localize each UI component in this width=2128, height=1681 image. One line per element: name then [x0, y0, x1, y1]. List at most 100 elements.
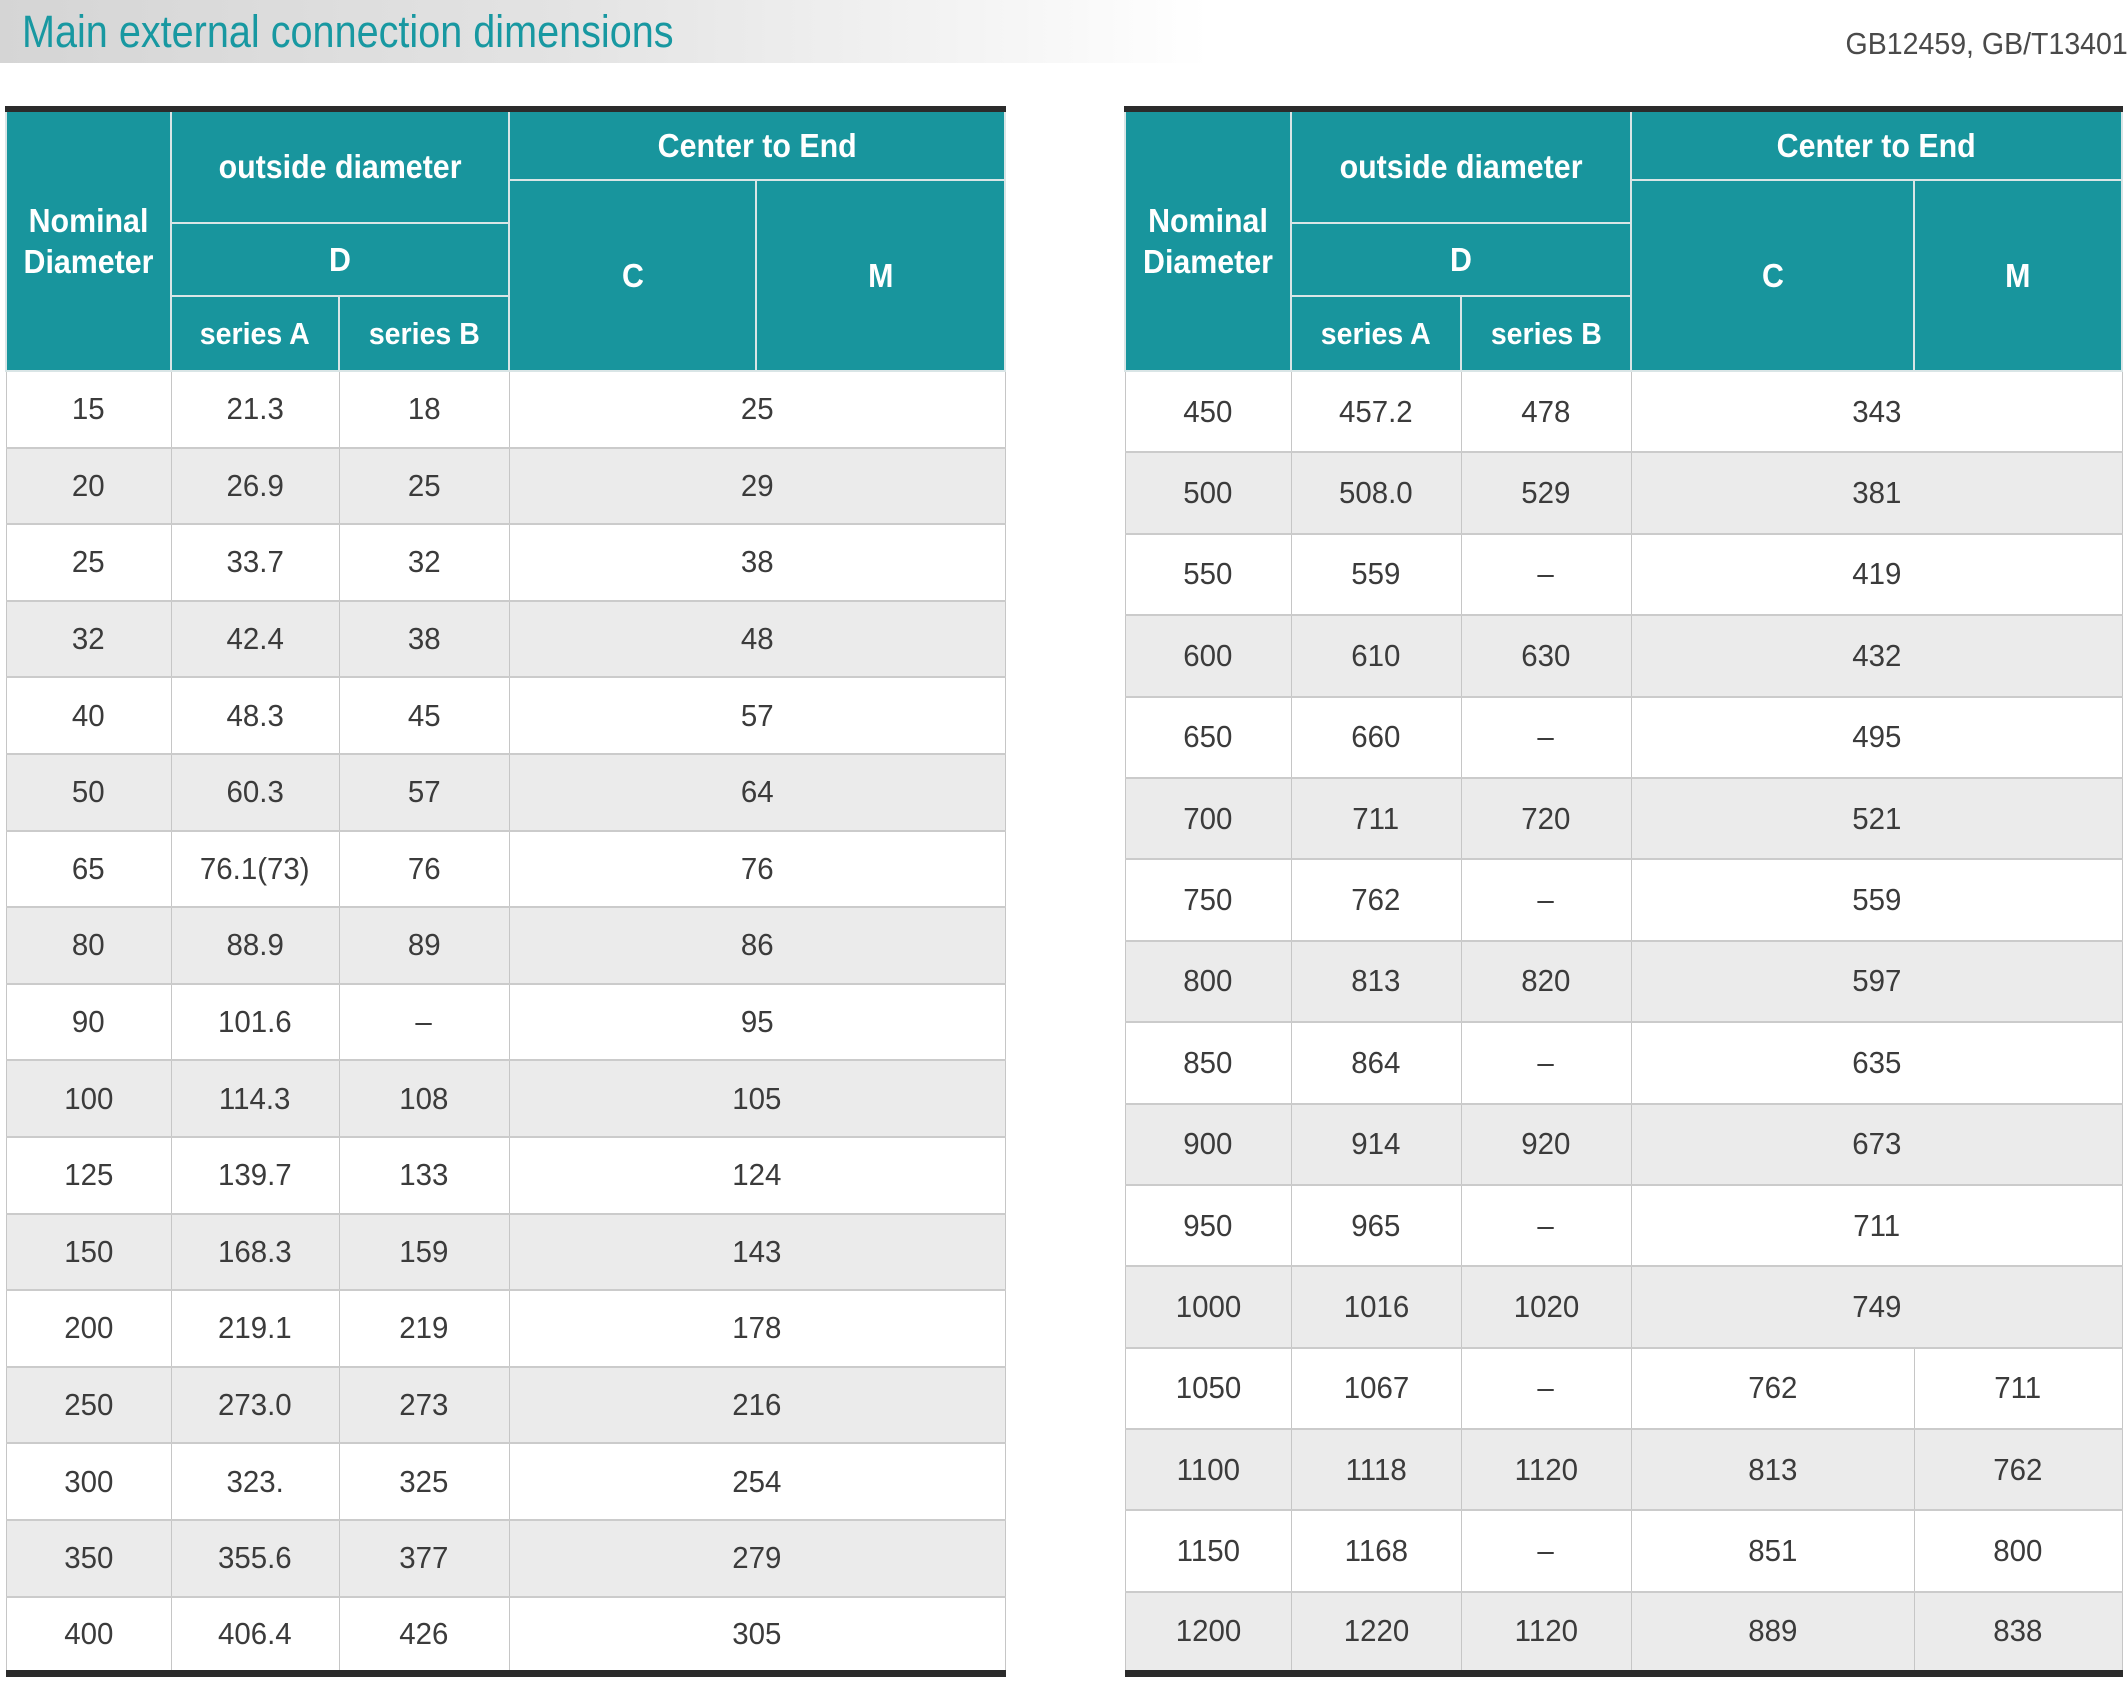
nominal-diameter-cell: 50 [6, 752, 171, 831]
table-row: 50 60.3 57 64 [6, 752, 1006, 831]
table-row: 80 88.9 89 86 [6, 906, 1006, 984]
header-outside-diameter: outside diameter [1289, 108, 1633, 224]
center-to-end-merged-cell: 597 [1630, 939, 2123, 1023]
series-a-cell: 323. [170, 1442, 339, 1520]
nominal-diameter-cell-value: 500 [1183, 475, 1233, 511]
center-to-end-merged-cell-value: 673 [1851, 1126, 1902, 1162]
nominal-diameter-cell-value: 1000 [1175, 1288, 1241, 1324]
table-row: 650 660 – 495 [1125, 695, 2123, 778]
table-row: 125 139.7 133 124 [6, 1135, 1006, 1214]
center-to-end-c-cell-value: 762 [1747, 1370, 1798, 1406]
table-row: 450 457.2 478 343 [1125, 369, 2123, 453]
series-a-cell-value: 26.9 [226, 467, 284, 503]
series-b-cell: – [1460, 1509, 1632, 1592]
table-row: 600 610 630 432 [1125, 614, 2123, 697]
center-to-end-merged-cell-value: 216 [732, 1387, 782, 1423]
series-a-cell-value: 219.1 [218, 1310, 292, 1346]
series-b-cell: – [1460, 532, 1632, 616]
series-a-cell: 813 [1290, 939, 1461, 1023]
series-a-cell-value: 813 [1351, 963, 1401, 999]
nominal-diameter-cell-value: 700 [1183, 800, 1233, 836]
center-to-end-merged-cell-value: 86 [740, 927, 774, 963]
header-center-to-end: Center to End [508, 108, 1007, 181]
nominal-diameter-cell-value: 100 [63, 1080, 114, 1116]
nominal-diameter-cell: 700 [1125, 776, 1291, 860]
center-to-end-merged-cell: 521 [1630, 776, 2123, 860]
nominal-diameter-cell-value: 125 [63, 1157, 114, 1193]
series-b-cell: 25 [338, 446, 510, 525]
series-b-cell-value: 920 [1521, 1126, 1571, 1162]
center-to-end-c-cell-value: 889 [1747, 1613, 1798, 1649]
series-a-cell: 711 [1290, 776, 1461, 860]
series-a-cell: 76.1(73) [170, 829, 339, 908]
center-to-end-merged-cell-value: 559 [1851, 882, 1902, 918]
series-a-cell-value: 660 [1351, 719, 1401, 755]
nominal-diameter-cell: 1000 [1125, 1265, 1291, 1348]
center-to-end-merged-cell: 86 [508, 906, 1006, 984]
series-a-cell: 42.4 [170, 599, 339, 678]
center-to-end-merged-cell-value: 343 [1851, 393, 1902, 429]
series-a-cell-value: 168.3 [218, 1233, 292, 1269]
nominal-diameter-cell: 15 [6, 370, 171, 448]
table-row: 1150 1168 – 851 800 [1125, 1509, 2123, 1592]
nominal-diameter-cell: 500 [1125, 451, 1291, 534]
series-a-cell: 355.6 [170, 1518, 339, 1597]
nominal-diameter-cell-value: 650 [1183, 719, 1233, 755]
center-to-end-merged-cell-value: 38 [740, 544, 774, 580]
series-b-cell-value: – [1537, 719, 1555, 755]
standards-reference: GB12459, GB/T13401 [1845, 26, 2128, 61]
header-center-to-end: Center to End [1630, 108, 2124, 181]
series-a-cell: 168.3 [170, 1212, 339, 1291]
series-a-cell-value: 88.9 [226, 927, 284, 963]
header-m: M [1913, 179, 2124, 372]
series-b-cell-value: 820 [1521, 963, 1571, 999]
nominal-diameter-cell: 80 [6, 906, 171, 984]
center-to-end-m-cell-value: 800 [1993, 1533, 2043, 1569]
nominal-diameter-cell-value: 80 [72, 927, 105, 963]
series-b-cell: 1020 [1460, 1265, 1632, 1348]
nominal-diameter-cell-value: 90 [72, 1004, 105, 1040]
center-to-end-merged-cell-value: 419 [1851, 556, 1902, 592]
series-a-cell-value: 508.0 [1339, 475, 1413, 511]
table-row: 300 323. 325 254 [6, 1442, 1006, 1520]
nominal-diameter-cell: 950 [1125, 1183, 1291, 1267]
table-row: 1200 1220 1120 889 838 [1125, 1590, 2123, 1674]
series-b-cell: 45 [338, 676, 510, 754]
series-b-cell-value: 89 [407, 927, 441, 963]
table-row: 800 813 820 597 [1125, 939, 2123, 1023]
center-to-end-merged-cell-value: 105 [732, 1080, 782, 1116]
series-a-cell-value: 965 [1351, 1207, 1401, 1243]
center-to-end-merged-cell-value: 635 [1851, 1044, 1902, 1080]
series-b-cell: – [1460, 1183, 1632, 1267]
series-b-cell: 57 [338, 752, 510, 831]
series-b-cell-value: 1120 [1514, 1451, 1578, 1487]
nominal-diameter-cell: 250 [6, 1365, 171, 1444]
nominal-diameter-cell-value: 350 [63, 1540, 114, 1576]
series-a-cell: 508.0 [1290, 451, 1461, 534]
nominal-diameter-cell-value: 1100 [1176, 1451, 1240, 1487]
series-b-cell: 630 [1460, 614, 1632, 697]
series-b-cell-value: 133 [399, 1157, 449, 1193]
header-d: D [1289, 222, 1633, 297]
series-b-cell-value: 159 [399, 1233, 449, 1269]
series-a-cell-value: 1220 [1343, 1613, 1409, 1649]
center-to-end-merged-cell: 432 [1630, 614, 2123, 697]
nominal-diameter-cell-value: 1150 [1176, 1533, 1240, 1569]
table-row: 100 114.3 108 105 [6, 1059, 1006, 1137]
series-b-cell-value: 57 [407, 774, 441, 810]
table-row: 90 101.6 – 95 [6, 982, 1006, 1061]
nominal-diameter-cell: 750 [1125, 858, 1291, 941]
series-a-cell: 1168 [1290, 1509, 1461, 1592]
series-a-cell: 60.3 [170, 752, 339, 831]
center-to-end-merged-cell: 64 [508, 752, 1006, 831]
table-header: Nominal Diameter outside diameter Center… [1124, 108, 2124, 372]
series-a-cell-value: 139.7 [218, 1157, 292, 1193]
page-title: Main external connection dimensions [22, 6, 674, 57]
center-to-end-m-cell: 838 [1913, 1590, 2123, 1674]
series-a-cell-value: 21.3 [226, 391, 284, 427]
header-m: M [755, 179, 1007, 372]
series-b-cell: 32 [338, 523, 510, 601]
nominal-diameter-cell-value: 200 [63, 1310, 114, 1346]
series-b-cell: 38 [338, 599, 510, 678]
nominal-diameter-cell-value: 750 [1183, 882, 1233, 918]
